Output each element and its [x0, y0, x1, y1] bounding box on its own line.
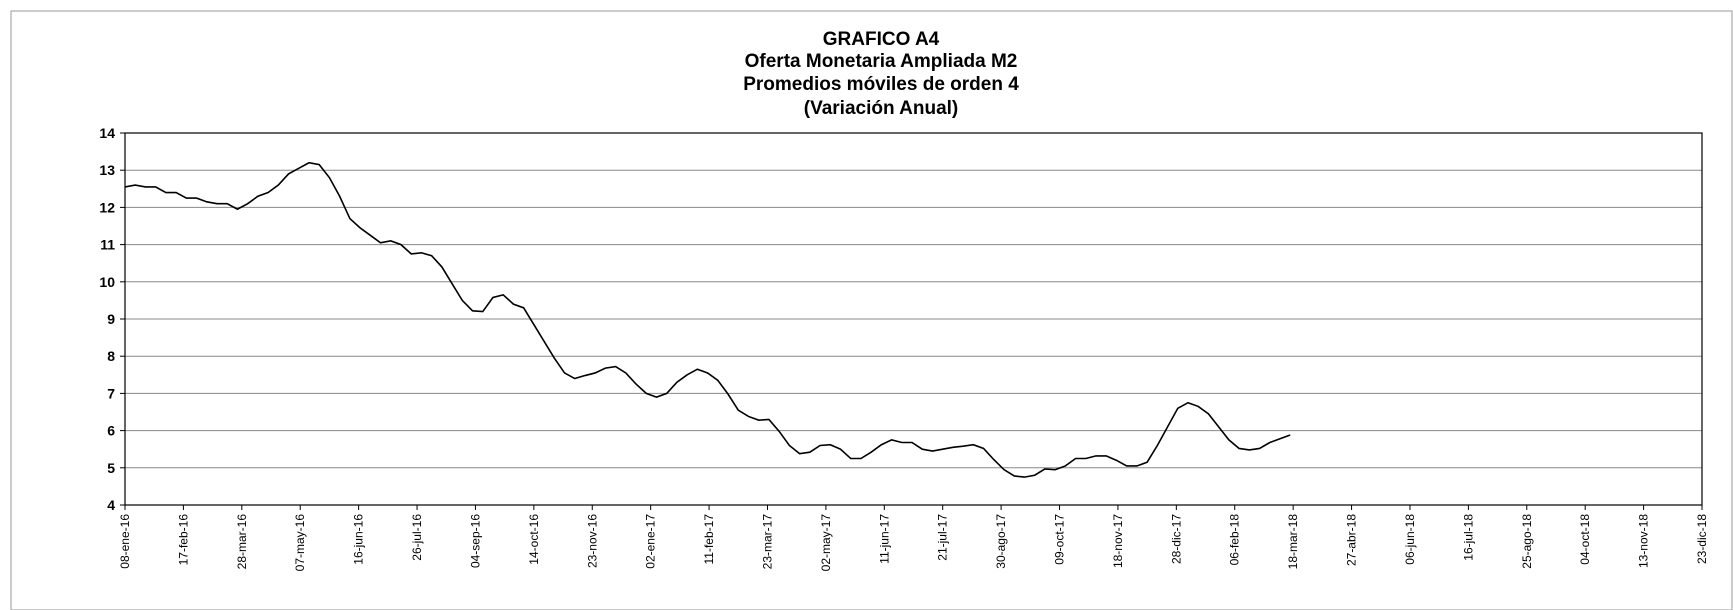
- x-tick-label: 11-feb-17: [702, 514, 716, 565]
- y-tick-label: 6: [107, 423, 115, 439]
- x-tick-label: 25-ago-18: [1520, 514, 1534, 569]
- x-tick-label: 02-may-17: [819, 514, 833, 572]
- x-tick-label: 21-jul-17: [936, 514, 950, 561]
- x-tick-label: 14-oct-16: [527, 514, 541, 565]
- chart-title: (Variación Anual): [804, 98, 959, 119]
- x-tick-label: 26-jul-16: [410, 514, 424, 561]
- x-tick-label: 07-may-16: [293, 514, 307, 572]
- x-tick-label: 11-jun-17: [877, 514, 891, 564]
- y-tick-label: 9: [107, 311, 115, 327]
- y-tick-label: 7: [107, 385, 115, 401]
- data-line: [124, 161, 1291, 478]
- x-tick-label: 18-mar-18: [1286, 514, 1300, 570]
- x-tick-label: 16-jun-16: [352, 514, 366, 565]
- y-tick-label: 10: [99, 274, 115, 290]
- y-tick-label: 12: [99, 199, 115, 215]
- chart-title: GRAFICO A4: [823, 29, 940, 50]
- x-tick-label: 28-mar-16: [235, 514, 249, 570]
- y-tick-label: 8: [107, 348, 115, 364]
- x-tick-label: 06-jun-18: [1403, 514, 1417, 565]
- y-tick-label: 5: [107, 460, 115, 476]
- chart-title: Promedios móviles de orden 4: [743, 74, 1019, 95]
- x-tick-label: 27-abr-18: [1345, 514, 1359, 566]
- x-tick-label: 04-sep-16: [468, 514, 482, 568]
- plot-border: [124, 132, 1703, 506]
- x-tick-label: 23-dic-18: [1695, 514, 1709, 564]
- y-tick-label: 11: [100, 237, 115, 253]
- y-tick-label: 13: [99, 162, 115, 178]
- x-tick-label: 09-oct-17: [1053, 514, 1067, 565]
- x-tick-label: 13-nov-18: [1637, 514, 1651, 568]
- x-tick-label: 28-dic-17: [1169, 514, 1183, 564]
- x-tick-label: 23-mar-17: [760, 514, 774, 570]
- y-tick-label: 4: [107, 497, 115, 513]
- x-tick-label: 02-ene-17: [644, 514, 658, 569]
- x-tick-label: 06-feb-18: [1228, 514, 1242, 566]
- x-tick-label: 08-ene-16: [118, 514, 132, 569]
- x-tick-label: 23-nov-16: [585, 514, 599, 568]
- chart-title: Oferta Monetaria Ampliada M2: [745, 51, 1018, 72]
- x-tick-label: 16-jul-18: [1461, 514, 1475, 561]
- x-tick-label: 04-oct-18: [1578, 514, 1592, 565]
- y-tick-label: 14: [99, 125, 115, 141]
- x-tick-label: 30-ago-17: [994, 514, 1008, 569]
- x-tick-label: 18-nov-17: [1111, 514, 1125, 568]
- x-tick-label: 17-feb-16: [176, 514, 190, 566]
